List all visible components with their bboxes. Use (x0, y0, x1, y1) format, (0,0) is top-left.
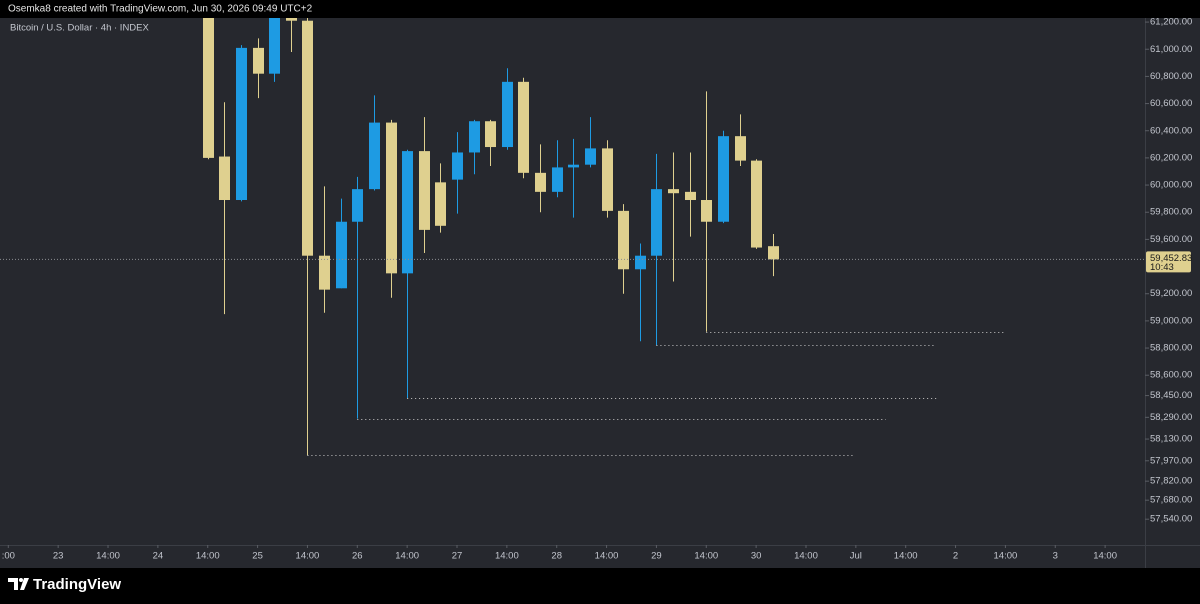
candle-body (651, 189, 662, 256)
candle-body (535, 172, 546, 192)
x-tick-label: Jul (850, 551, 862, 562)
candle-body (685, 191, 696, 201)
candle-body (435, 182, 446, 226)
y-tick-label: 58,800.00 (1150, 343, 1192, 354)
logo-dot (19, 578, 23, 582)
candle-body (236, 47, 247, 201)
y-tick-label: 58,450.00 (1150, 390, 1192, 401)
brand-name: TradingView (33, 576, 121, 593)
x-tick-label: 14:00 (296, 551, 320, 562)
candle-body (452, 152, 463, 180)
logo-t (8, 578, 18, 590)
x-tick-label: 14:00 (894, 551, 918, 562)
y-tick-label: 57,820.00 (1150, 476, 1192, 487)
candle-body (369, 122, 380, 190)
x-tick-label: 14:00 (994, 551, 1018, 562)
candle-body (286, 18, 297, 21)
header-text: Osemka8 created with TradingView.com, Ju… (8, 4, 313, 15)
candle-body (668, 189, 679, 194)
y-tick-label: 61,000.00 (1150, 44, 1192, 55)
y-tick-label: 58,290.00 (1150, 412, 1192, 423)
x-tick-label: 2 (953, 551, 958, 562)
brand-logo (8, 578, 29, 590)
candle-body (319, 255, 330, 290)
candle-body (269, 18, 280, 74)
candle-body (552, 167, 563, 192)
candle-body (618, 210, 629, 270)
candle-body (253, 47, 264, 74)
x-tick-label: 14:00 (395, 551, 419, 562)
chart-title: Bitcoin / U.S. Dollar · 4h · INDEX (10, 23, 150, 34)
plot (0, 18, 1145, 456)
x-tick-label: 28 (551, 551, 562, 562)
y-tick-label: 58,600.00 (1150, 370, 1192, 381)
y-tick-label: 58,130.00 (1150, 434, 1192, 445)
countdown-label: 10:43 (1150, 262, 1174, 273)
candle-body (203, 18, 214, 158)
x-tick-label: 27 (452, 551, 463, 562)
x-tick-label: 3 (1053, 551, 1058, 562)
candle-body (502, 81, 513, 148)
x-tick-label: 26 (352, 551, 363, 562)
candle-body (735, 136, 746, 161)
y-tick-label: 60,400.00 (1150, 125, 1192, 136)
last-price-label: 59,452.83 (1150, 253, 1192, 264)
x-tick-label: 14:00 (196, 551, 220, 562)
x-tick-label: 30 (751, 551, 762, 562)
candle-body (585, 148, 596, 165)
chart-area (0, 18, 1200, 568)
candle-body (302, 20, 313, 256)
candle-body (402, 151, 413, 274)
x-tick-label: 23 (53, 551, 64, 562)
y-tick-label: 60,600.00 (1150, 98, 1192, 109)
y-tick-label: 59,200.00 (1150, 288, 1192, 299)
candle-body (352, 189, 363, 222)
candle-body (219, 156, 230, 201)
candle-body (469, 121, 480, 153)
candle-body (701, 200, 712, 222)
candle-body (751, 160, 762, 248)
candle-body (518, 81, 529, 173)
y-tick-label: 59,600.00 (1150, 234, 1192, 245)
x-tick-label: 14:00 (694, 551, 718, 562)
x-tick-label: :00 (2, 551, 15, 562)
y-tick-label: 61,200.00 (1150, 17, 1192, 28)
x-tick-label: 14:00 (595, 551, 619, 562)
candle-body (635, 255, 646, 270)
candle-body (568, 164, 579, 168)
x-tick-label: 14:00 (96, 551, 120, 562)
y-tick-label: 57,540.00 (1150, 514, 1192, 525)
x-tick-label: 14:00 (794, 551, 818, 562)
y-tick-label: 59,000.00 (1150, 315, 1192, 326)
logo-v (20, 578, 29, 590)
x-tick-label: 14:00 (1093, 551, 1117, 562)
candle-body (336, 221, 347, 289)
candle-body (602, 148, 613, 211)
x-tick-label: 25 (252, 551, 263, 562)
y-tick-label: 60,200.00 (1150, 152, 1192, 163)
candle-body (419, 151, 430, 230)
x-tick-label: 29 (651, 551, 662, 562)
candle-body (768, 246, 779, 260)
y-tick-label: 57,680.00 (1150, 495, 1192, 506)
last-price-box (1146, 251, 1191, 273)
candle-body (718, 136, 729, 222)
x-tick-label: 24 (153, 551, 164, 562)
candle-body (485, 121, 496, 148)
x-tick-label: 14:00 (495, 551, 519, 562)
candle-body (386, 122, 397, 274)
y-tick-label: 57,970.00 (1150, 455, 1192, 466)
y-tick-label: 60,800.00 (1150, 71, 1192, 82)
y-tick-label: 59,800.00 (1150, 207, 1192, 218)
y-tick-label: 60,000.00 (1150, 180, 1192, 191)
